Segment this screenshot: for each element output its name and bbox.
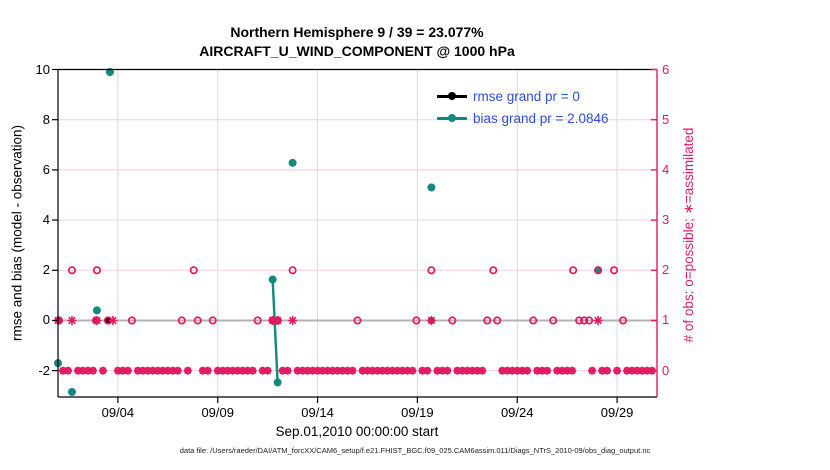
assimilated-asterisk-marker xyxy=(183,366,192,375)
right-axis-tick-label: 2 xyxy=(662,262,670,278)
possible-circle-marker xyxy=(610,266,619,275)
assimilated-asterisk-marker xyxy=(88,366,97,375)
possible-circle-marker xyxy=(549,316,558,325)
possible-circle-marker xyxy=(193,316,202,325)
data-file-caption: data file: /Users/raeder/DAI/ATM_forcXX/… xyxy=(179,446,651,455)
assimilated-asterisk-marker xyxy=(523,366,532,375)
assimilated-asterisk-marker xyxy=(408,366,417,375)
bias-dot-marker xyxy=(268,275,277,284)
bias-dot-marker xyxy=(67,387,76,396)
possible-circle-marker xyxy=(189,266,198,275)
possible-circle-marker xyxy=(448,316,457,325)
assimilated-asterisk-marker xyxy=(203,366,212,375)
bias-line-marker-icon xyxy=(437,114,467,122)
x-axis-tick-label: 09/19 xyxy=(401,405,434,420)
possible-circle-marker xyxy=(594,266,603,275)
legend: rmse grand pr = 0 bias grand pr = 2.0846 xyxy=(437,85,608,129)
right-axis-tick-label: 6 xyxy=(662,61,670,77)
right-axis-tick-label: 4 xyxy=(662,161,670,177)
chart-subtitle: AIRCRAFT_U_WIND_COMPONENT @ 1000 hPa xyxy=(199,43,515,59)
assimilated-asterisk-marker xyxy=(92,315,102,325)
possible-circle-marker xyxy=(575,316,584,325)
assimilated-asterisk-marker xyxy=(288,315,298,325)
legend-bias-label: bias grand pr = 2.0846 xyxy=(473,110,609,126)
possible-circle-marker xyxy=(580,316,589,325)
left-axis-tick-label: 10 xyxy=(35,61,50,77)
possible-circle-marker xyxy=(427,266,436,275)
legend-item-bias: bias grand pr = 2.0846 xyxy=(437,107,608,129)
assimilated-asterisk-marker xyxy=(63,366,72,375)
assimilated-asterisk-marker xyxy=(348,366,357,375)
x-axis-tick-label: 09/09 xyxy=(201,405,234,420)
assimilated-asterisk-marker xyxy=(543,366,552,375)
right-axis-tick-label: 3 xyxy=(662,212,670,228)
possible-circle-marker xyxy=(529,316,538,325)
x-axis-tick-label: 09/29 xyxy=(600,405,634,420)
assimilated-asterisk-marker xyxy=(443,366,452,375)
possible-circle-marker xyxy=(493,316,502,325)
assimilated-asterisk-marker xyxy=(248,366,257,375)
assimilated-asterisk-marker xyxy=(98,366,107,375)
rmse-dot-marker xyxy=(104,317,112,324)
legend-rmse-label: rmse grand pr = 0 xyxy=(473,88,580,104)
left-axis-tick-label: 2 xyxy=(42,262,50,278)
possible-circle-marker xyxy=(489,266,498,275)
assimilated-asterisk-marker xyxy=(108,315,118,325)
assimilated-asterisk-marker xyxy=(613,366,622,375)
rmse-line-marker-icon xyxy=(437,92,467,100)
assimilated-asterisk-marker xyxy=(273,315,283,325)
left-axis-tick-label: 8 xyxy=(42,111,50,127)
left-axis-label: rmse and bias (model - observation) xyxy=(9,124,25,342)
left-axis-tick-label: 0 xyxy=(42,312,50,328)
possible-circle-marker xyxy=(585,316,594,325)
possible-circle-marker xyxy=(483,316,492,325)
assimilated-asterisk-marker xyxy=(423,366,432,375)
possible-circle-marker xyxy=(67,266,77,275)
right-axis-tick-label: 5 xyxy=(662,111,670,127)
legend-item-rmse: rmse grand pr = 0 xyxy=(437,85,608,107)
x-axis-tick-label: 09/14 xyxy=(301,405,334,420)
possible-circle-marker xyxy=(569,266,578,275)
possible-circle-marker xyxy=(92,266,101,275)
assimilated-asterisk-marker xyxy=(478,366,487,375)
assimilated-asterisk-marker xyxy=(123,366,132,375)
assimilated-asterisk-marker xyxy=(603,366,612,375)
bias-dot-marker xyxy=(92,306,101,315)
assimilated-asterisk-marker xyxy=(67,315,77,325)
possible-circle-marker xyxy=(208,316,217,325)
possible-circle-marker xyxy=(353,316,362,325)
possible-circle-marker xyxy=(619,316,628,325)
right-axis-tick-label: 0 xyxy=(662,362,670,378)
bias-dot-marker xyxy=(273,378,282,387)
bias-dot-marker xyxy=(288,158,297,167)
assimilated-asterisk-marker xyxy=(263,366,272,375)
x-axis-label: Sep.01,2010 00:00:00 start xyxy=(275,424,439,439)
right-axis-tick-label: 1 xyxy=(662,312,670,328)
bias-dot-marker xyxy=(427,183,436,192)
x-axis-tick-label: 09/04 xyxy=(101,405,135,420)
left-axis-tick-label: -2 xyxy=(38,362,50,378)
left-axis-tick-label: 4 xyxy=(42,212,50,228)
assimilated-asterisk-marker xyxy=(426,315,436,325)
assimilated-asterisk-marker xyxy=(173,366,182,375)
assimilated-asterisk-marker xyxy=(588,366,597,375)
possible-circle-marker xyxy=(253,316,262,325)
possible-circle-marker xyxy=(288,266,297,275)
x-axis-tick-label: 09/24 xyxy=(500,405,534,420)
assimilated-asterisk-marker xyxy=(638,366,647,375)
assimilated-asterisk-marker xyxy=(593,315,603,325)
assimilated-asterisk-marker xyxy=(283,366,292,375)
possible-circle-marker xyxy=(177,316,186,325)
right-axis-label: # of obs: o=possible; ∗=assimilated xyxy=(681,127,696,343)
assimilated-asterisk-marker xyxy=(568,366,577,375)
left-axis-tick-label: 6 xyxy=(42,161,50,177)
possible-circle-marker xyxy=(412,316,421,325)
chart-title: Northern Hemisphere 9 / 39 = 23.077% xyxy=(230,24,484,40)
possible-circle-marker xyxy=(127,316,136,325)
